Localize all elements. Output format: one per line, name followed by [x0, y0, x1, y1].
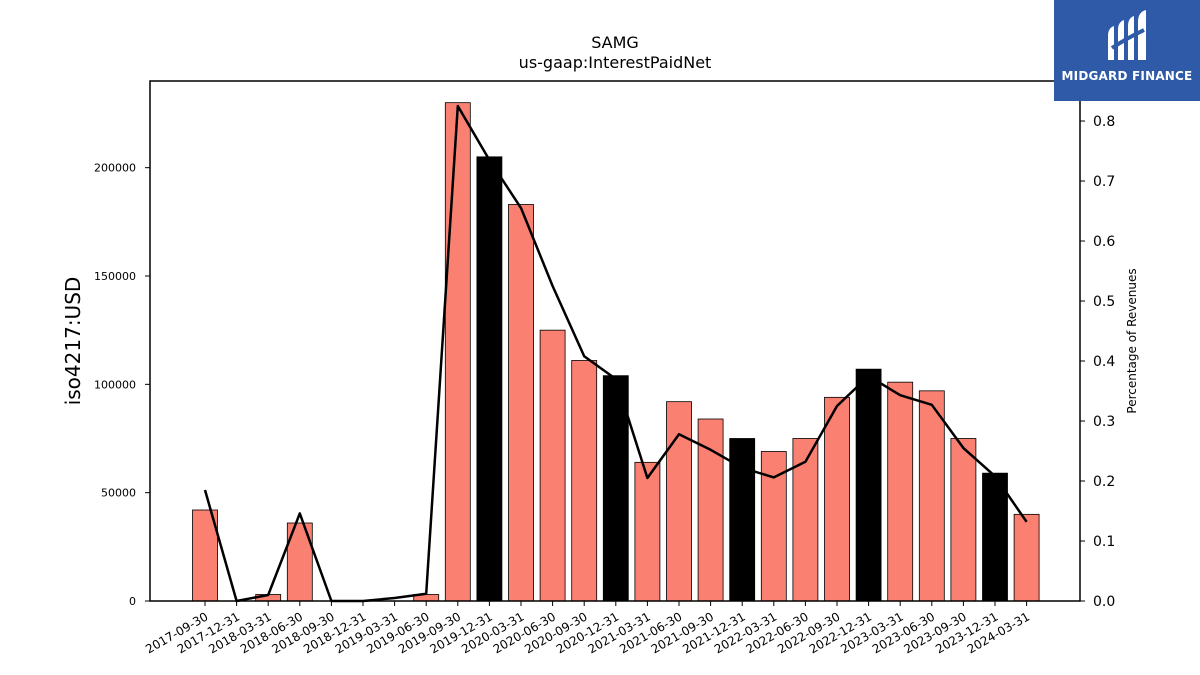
- bar-2020-03-31: [508, 204, 534, 602]
- y-axis-label: iso4217:USD: [61, 277, 85, 406]
- bar-2020-12-31: [602, 375, 629, 602]
- bar-2021-06-30: [666, 401, 692, 602]
- bar-2019-09-30: [444, 102, 471, 602]
- y2-tick-label: 0.4: [1093, 354, 1115, 370]
- logo-mark-icon: [1108, 10, 1146, 60]
- bar-2021-12-31: [729, 438, 756, 602]
- y2-tick-label: 0.6: [1093, 234, 1115, 250]
- bar-2019-12-31: [476, 156, 503, 602]
- y2-tick-label: 0.0: [1093, 594, 1115, 610]
- chart-title: SAMG: [591, 33, 639, 52]
- y-tick-label: 100000: [94, 378, 136, 391]
- bar-2023-06-30: [918, 390, 945, 602]
- y-tick-label: 0: [129, 595, 136, 608]
- y2-tick-label: 0.2: [1093, 474, 1115, 490]
- y2-tick-label: 0.5: [1093, 294, 1115, 310]
- x-axis: 2017-09-302017-12-312018-03-312018-06-30…: [143, 601, 1032, 656]
- y-tick-label: 150000: [94, 270, 136, 283]
- right-axis: 0.0 0.1 0.2 0.3 0.4 0.5 0.6 0.7 0.8: [1080, 114, 1115, 610]
- y-tick-label: 200000: [94, 162, 136, 175]
- y2-tick-label: 0.3: [1093, 414, 1115, 430]
- midgard-finance-logo: MIDGARD FINANCE: [1054, 0, 1200, 101]
- bar-2023-12-31: [982, 472, 1008, 602]
- bar-2022-09-30: [824, 396, 850, 602]
- bar-2023-09-30: [950, 438, 977, 602]
- y-tick-label: 50000: [101, 487, 136, 500]
- bar-2017-09-30: [192, 509, 218, 602]
- bar-2021-03-31: [634, 461, 661, 602]
- bars: [192, 102, 1040, 602]
- bar-2023-03-31: [887, 381, 914, 602]
- y2-tick-label: 0.8: [1093, 114, 1115, 130]
- y2-axis-label: Percentage of Revenues: [1125, 268, 1139, 413]
- logo-text: MIDGARD FINANCE: [1061, 69, 1193, 83]
- chart-subtitle: us-gaap:InterestPaidNet: [518, 53, 712, 72]
- bar-2024-03-31: [1013, 513, 1040, 602]
- left-axis: 0 50000 100000 150000 200000: [94, 162, 150, 608]
- bar-2020-09-30: [571, 360, 598, 602]
- plot-frame: [149, 80, 1081, 602]
- bar-2022-12-31: [855, 368, 882, 602]
- y2-tick-label: 0.7: [1093, 174, 1115, 190]
- bar-2020-06-30: [539, 329, 566, 602]
- y2-tick-label: 0.1: [1093, 534, 1115, 550]
